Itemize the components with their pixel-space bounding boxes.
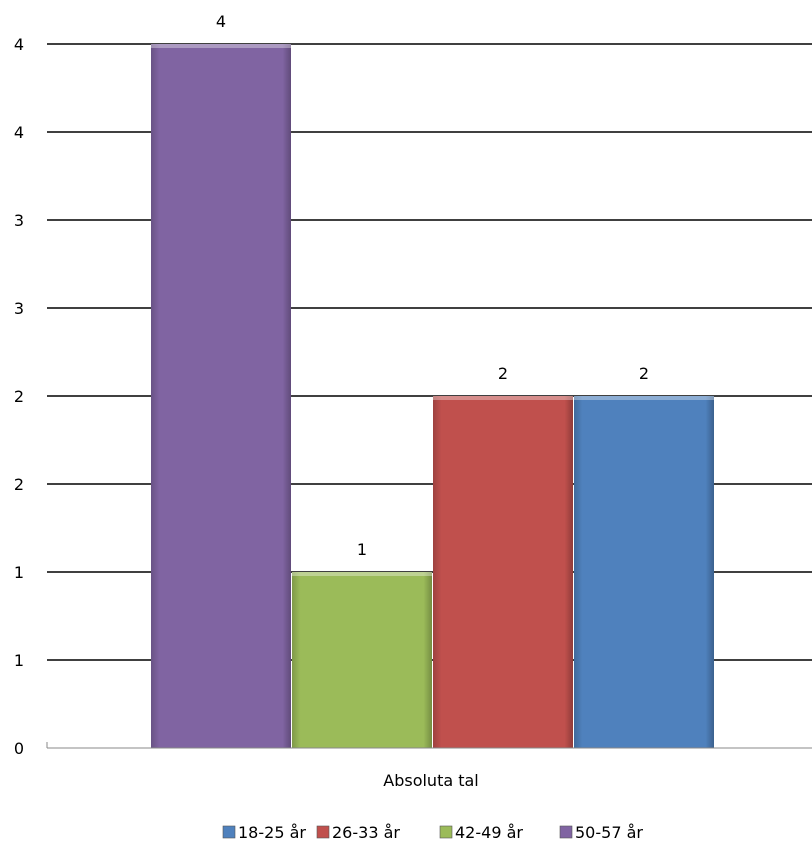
y-tick-label: 2 xyxy=(14,475,24,494)
legend-label: 26-33 år xyxy=(332,823,400,842)
data-label: 2 xyxy=(639,364,649,383)
y-tick-label: 3 xyxy=(14,211,24,230)
y-tick-label: 4 xyxy=(14,123,24,142)
bar-top-highlight xyxy=(433,396,573,400)
x-category-label: Absoluta tal xyxy=(383,771,479,790)
bar-top-highlight xyxy=(574,396,714,400)
legend-swatch xyxy=(222,825,236,839)
bar-shade xyxy=(574,396,714,748)
legend-swatch xyxy=(559,825,573,839)
axes: 0 1 1 2 2 3 3 4 4 Absoluta tal xyxy=(14,35,812,790)
y-tick-label: 1 xyxy=(14,563,24,582)
bar-top-highlight xyxy=(292,572,432,576)
data-label: 4 xyxy=(216,12,226,31)
bars xyxy=(151,44,714,748)
bar-shade xyxy=(292,572,432,748)
y-tick-label: 0 xyxy=(14,739,24,758)
legend-label: 18-25 år xyxy=(238,823,306,842)
y-tick-label: 2 xyxy=(14,387,24,406)
legend-swatch xyxy=(316,825,330,839)
y-tick-label: 3 xyxy=(14,299,24,318)
legend-swatch xyxy=(439,825,453,839)
bar-top-highlight xyxy=(151,44,291,48)
y-tick-label: 1 xyxy=(14,651,24,670)
data-labels: 4 1 2 2 xyxy=(216,12,649,559)
legend: 18-25 år 26-33 år 42-49 år 50-57 år xyxy=(222,823,643,842)
data-label: 1 xyxy=(357,540,367,559)
bar-shade xyxy=(151,44,291,748)
legend-label: 42-49 år xyxy=(455,823,523,842)
legend-label: 50-57 år xyxy=(575,823,643,842)
data-label: 2 xyxy=(498,364,508,383)
bar-shade xyxy=(433,396,573,748)
y-tick-label: 4 xyxy=(14,35,24,54)
